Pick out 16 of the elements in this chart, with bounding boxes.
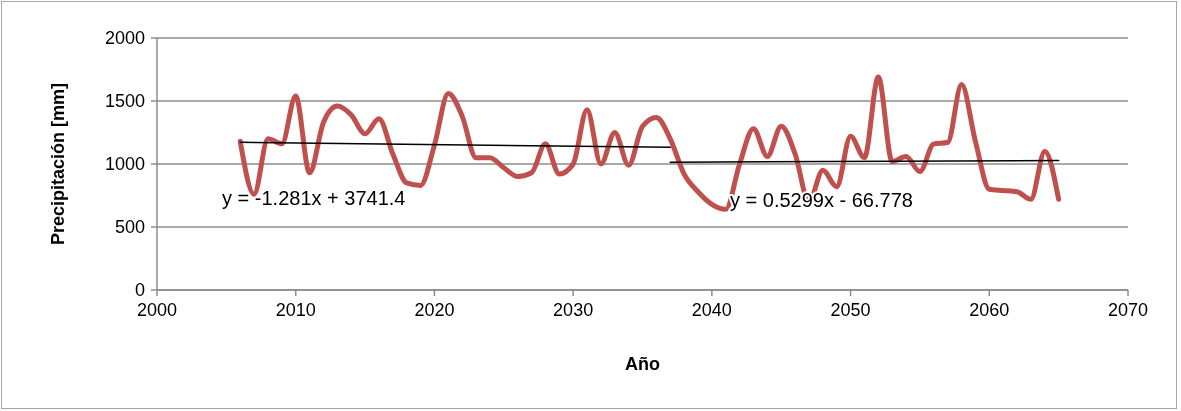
y-axis-title: Precipitación [mm]: [48, 82, 68, 246]
x-tick-label: 2070: [1107, 300, 1149, 320]
x-tick-label: 2030: [553, 300, 594, 320]
y-tick-label: 0: [134, 280, 145, 300]
x-tick-label: 2000: [136, 300, 178, 320]
x-tick-label: 2040: [691, 300, 732, 320]
x-axis-title: Año: [625, 354, 660, 374]
x-tick-label: 2060: [969, 300, 1010, 320]
y-tick-label: 1000: [104, 154, 145, 174]
y-tick-label: 500: [114, 217, 145, 237]
annotation: y = -1.281x + 3741.4: [222, 187, 406, 209]
y-tick-label: 2000: [104, 28, 145, 48]
x-tick-label: 2020: [414, 300, 455, 320]
y-tick-label: 1500: [104, 91, 145, 111]
x-tick-label: 2050: [830, 300, 871, 320]
x-tick-label: 2010: [275, 300, 316, 320]
